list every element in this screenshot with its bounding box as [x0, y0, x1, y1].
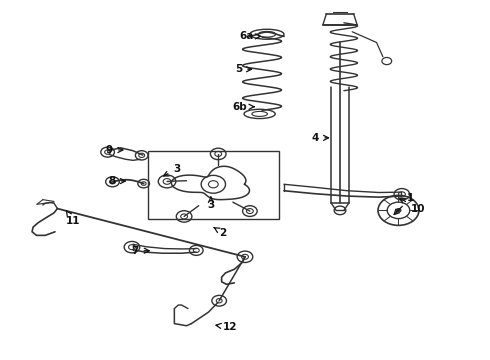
- Text: 2: 2: [214, 228, 227, 238]
- Text: 10: 10: [400, 198, 425, 213]
- Text: 12: 12: [216, 322, 238, 332]
- Text: 11: 11: [66, 211, 81, 226]
- Text: 7: 7: [131, 246, 149, 256]
- Text: 5: 5: [235, 64, 251, 74]
- Text: 6b: 6b: [233, 102, 254, 112]
- Text: 6a: 6a: [239, 31, 260, 41]
- Text: 4: 4: [312, 133, 328, 143]
- Bar: [147, 152, 279, 219]
- Text: 3: 3: [207, 197, 215, 210]
- Text: 3: 3: [164, 164, 180, 176]
- Circle shape: [396, 208, 401, 212]
- Text: 8: 8: [109, 176, 125, 186]
- Text: 1: 1: [394, 193, 414, 215]
- Text: 9: 9: [106, 145, 123, 155]
